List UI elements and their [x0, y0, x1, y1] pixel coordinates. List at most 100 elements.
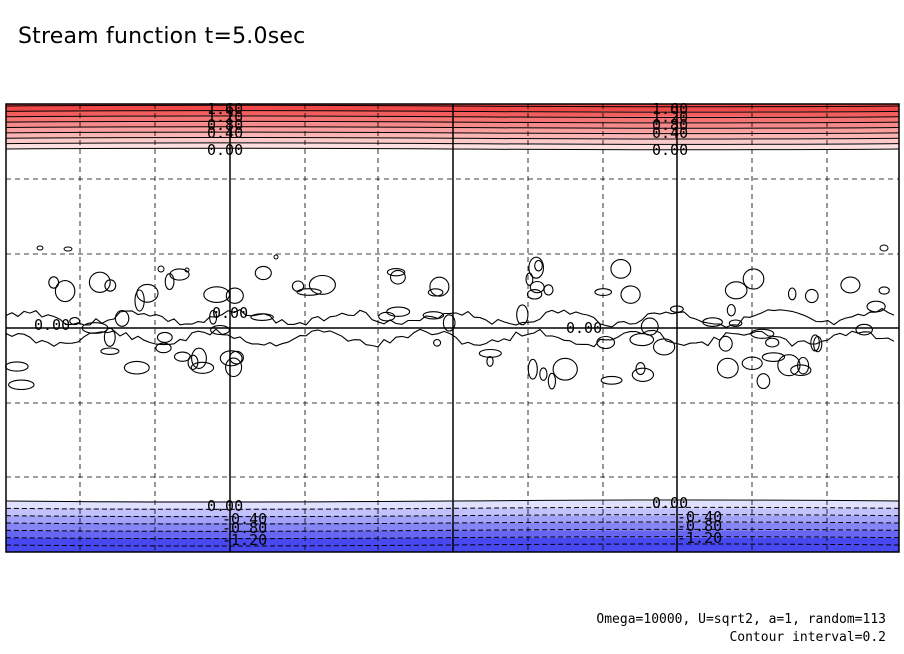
eddy-contour — [48, 276, 60, 289]
positive-contour — [5, 142, 900, 145]
eddy-contour — [63, 246, 73, 252]
parameter-note: Omega=10000, U=sqrt2, a=1, random=113 — [596, 612, 886, 627]
top-contour-label: 1.20 — [207, 108, 243, 126]
eddy-contour — [718, 335, 733, 352]
eddy-contour — [114, 309, 130, 327]
eddy-contour — [36, 245, 44, 251]
eddy-contour — [81, 322, 109, 334]
eddy-contour — [442, 314, 456, 332]
negative-contour — [5, 514, 900, 518]
negative-contour — [5, 506, 900, 510]
eddy-contour — [157, 265, 165, 273]
eddy-contour — [184, 267, 190, 273]
eddy-contour — [219, 350, 243, 367]
bottom-contour-label: -0.80 — [222, 519, 267, 537]
eddy-contour — [386, 306, 411, 317]
eddy-contour — [879, 244, 889, 252]
eddy-contour — [790, 364, 812, 377]
eddy-contour — [855, 323, 873, 336]
plot-frame — [5, 103, 900, 553]
eddy-contour — [8, 379, 35, 391]
eddy-contour — [155, 342, 172, 354]
bottom-contour-label: -0.40 — [677, 508, 722, 526]
eddy-contour — [534, 259, 543, 272]
eddy-contour — [273, 254, 279, 260]
positive-contour — [5, 147, 900, 151]
eddy-contour — [225, 357, 243, 378]
bottom-contour-label: 0.00 — [652, 494, 688, 512]
bottom-contour-label: -1.20 — [222, 531, 267, 549]
negative-contour — [5, 536, 900, 540]
eddy-contour — [427, 288, 444, 297]
eddy-contour — [787, 287, 797, 301]
eddy-contour — [669, 305, 684, 313]
top-contour-label: 0.00 — [652, 141, 688, 159]
eddy-contour — [742, 268, 765, 290]
eddy-contour — [254, 265, 272, 281]
eddy-contour — [422, 311, 445, 320]
eddy-contour — [169, 268, 190, 281]
eddy-contour — [486, 355, 494, 367]
top-contour-label: 0.80 — [652, 116, 688, 134]
eddy-contour — [547, 372, 557, 390]
positive-contour — [5, 120, 900, 124]
eddy-contour — [840, 276, 861, 294]
eddy-contour — [88, 271, 111, 293]
eddy-contour — [478, 348, 502, 358]
eddy-contour — [134, 289, 145, 312]
eddy-contour — [100, 347, 120, 355]
positive-contour — [5, 137, 900, 140]
eddy-contour — [433, 338, 442, 347]
positive-contour — [5, 131, 900, 135]
grid-lines — [6, 104, 899, 552]
eddy-contour — [526, 289, 543, 300]
negative-contour — [5, 499, 900, 503]
top-contour-label: 1.20 — [652, 108, 688, 126]
center-contour-label: 0.00 — [34, 316, 70, 334]
eddy-contour — [629, 333, 655, 347]
negative-contour — [5, 528, 900, 532]
eddy-contour — [600, 375, 623, 385]
eddy-contour — [702, 317, 723, 327]
contour-interval-note: Contour interval=0.2 — [729, 630, 886, 645]
eddy-contour — [724, 281, 748, 300]
eddy-contour — [804, 288, 819, 304]
eddy-contour — [756, 373, 771, 390]
bottom-contour-label: 0.00 — [207, 497, 243, 515]
eddy-contour — [156, 331, 173, 343]
eddy-contour — [210, 324, 230, 336]
eddy-contour — [191, 347, 207, 369]
zero-contour — [5, 328, 895, 348]
eddy-contour — [652, 338, 676, 356]
eddy-contour — [813, 335, 823, 353]
eddy-contour — [187, 354, 199, 370]
negative-contour — [5, 521, 900, 525]
eddy-contour — [866, 300, 886, 313]
eddy-contour — [225, 287, 244, 304]
top-contour-label: 0.00 — [207, 141, 243, 159]
eddy-contour — [527, 358, 538, 380]
contour-labels: 1.601.200.800.400.001.601.200.800.400.00… — [34, 100, 722, 549]
eddy-contour — [596, 335, 616, 350]
eddy-contour — [203, 286, 231, 303]
eddy-contour — [610, 259, 632, 279]
eddy-contour — [765, 337, 780, 348]
eddy-contour — [54, 280, 76, 303]
positive-contour — [5, 126, 900, 129]
negative-contour — [5, 543, 900, 547]
eddy-contour — [525, 272, 534, 286]
eddy-contour — [190, 361, 215, 374]
eddy-contour — [728, 319, 743, 327]
positive-contour — [5, 104, 900, 108]
eddy-contour — [69, 317, 81, 326]
bottom-contour-label: -0.40 — [222, 510, 267, 528]
eddy-contour — [761, 352, 786, 362]
eddy-contour — [389, 269, 406, 285]
eddy-contour — [103, 327, 116, 347]
center-contour-label: 0.00 — [212, 304, 248, 322]
eddy-contour — [123, 360, 150, 375]
eddy-contour — [4, 361, 29, 372]
eddy-contour — [878, 286, 890, 295]
eddy-contour — [552, 357, 578, 381]
